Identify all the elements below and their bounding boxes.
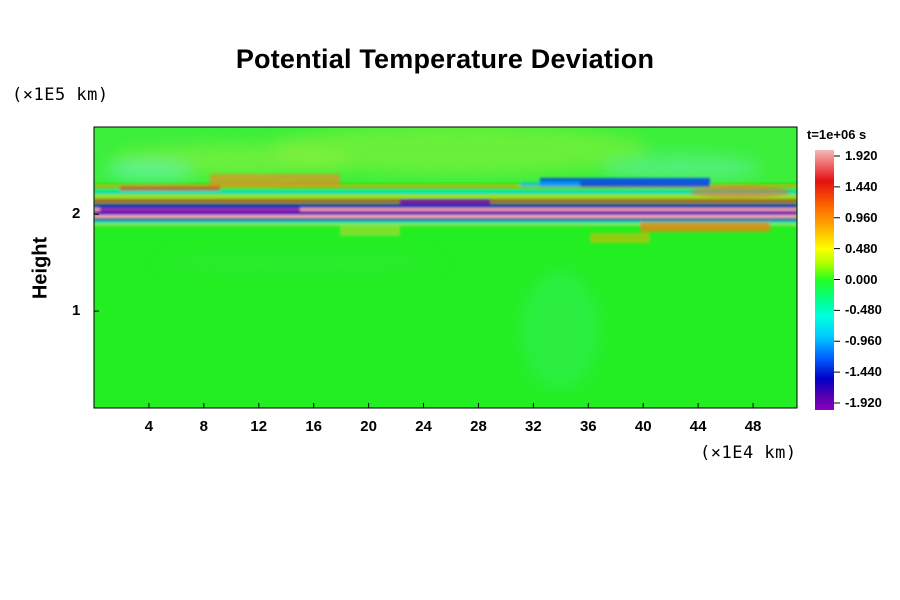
colorbar-tick-label: 0.480 xyxy=(845,240,878,256)
x-tick-label: 36 xyxy=(579,418,597,435)
x-axis-unit: (×1E4 km) xyxy=(700,443,797,463)
x-tick-label: 32 xyxy=(525,418,542,435)
x-tick-label: 44 xyxy=(689,418,707,435)
colorbar-tick-label: -0.960 xyxy=(845,333,882,349)
colorbar-tick-label: 0.960 xyxy=(845,209,878,225)
timestamp-label: t=1e+06 s xyxy=(807,127,867,142)
y-axis-unit: (×1E5 km) xyxy=(12,85,109,105)
x-tick-label: 20 xyxy=(360,418,377,435)
colorbar-ticks xyxy=(834,155,840,404)
colorbar-tick-label: 0.000 xyxy=(845,271,878,287)
colorbar-tick-label: -0.480 xyxy=(845,302,882,318)
x-tick-label: 24 xyxy=(415,418,432,435)
x-tick-label: 16 xyxy=(305,418,323,435)
x-tick-label: 48 xyxy=(744,418,762,435)
chart-title: Potential Temperature Deviation xyxy=(235,44,655,74)
x-tick-label: 8 xyxy=(199,418,209,435)
colorbar-tick-label: 1.440 xyxy=(845,178,878,194)
x-axis xyxy=(148,403,754,408)
x-tick-label: 40 xyxy=(634,418,652,435)
plot-frame xyxy=(93,126,798,409)
x-tick-label: 4 xyxy=(144,418,154,435)
y-tick-label: 2 xyxy=(72,205,81,223)
y-axis xyxy=(94,213,99,312)
x-tick-label: 12 xyxy=(250,418,268,435)
colorbar-tick-label: 1.920 xyxy=(845,148,878,163)
colorbar-tick-label: -1.440 xyxy=(845,364,882,380)
heatmap-field xyxy=(94,127,797,408)
y-tick-label: 1 xyxy=(72,302,81,320)
colorbar-tick-label: -1.920 xyxy=(845,395,882,410)
x-tick-label: 28 xyxy=(470,418,487,435)
colorbar xyxy=(815,150,834,410)
